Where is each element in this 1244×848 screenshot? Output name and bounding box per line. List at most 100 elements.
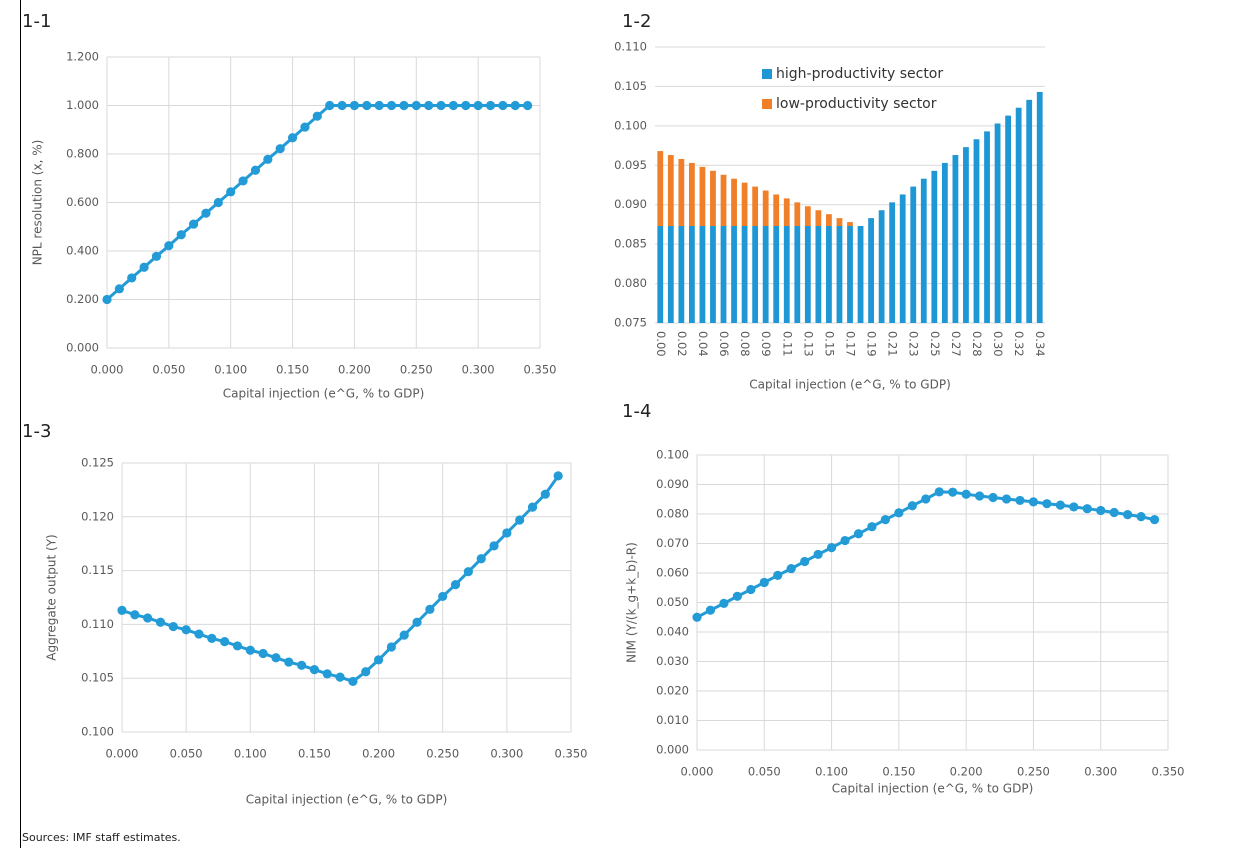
- bar-segment: [1015, 107, 1022, 323]
- data-point: [800, 556, 810, 567]
- x-tick-label: 0.04: [696, 331, 710, 357]
- bar-segment: [752, 226, 759, 323]
- y-tick-label: 0.400: [66, 244, 99, 258]
- x-tick-label: 0.27: [949, 331, 963, 357]
- bar-segment: [920, 178, 927, 323]
- data-point: [476, 554, 486, 564]
- x-tick-label: 0.28: [970, 331, 984, 357]
- bar-segment: [731, 226, 737, 323]
- data-point: [553, 471, 563, 481]
- y-tick-label: 0.100: [81, 725, 114, 739]
- x-tick-label: 0.200: [362, 747, 395, 761]
- bar-segment: [667, 155, 674, 227]
- bar-segment: [899, 194, 906, 323]
- x-tick-label: 0.00: [654, 331, 668, 357]
- data-point: [907, 501, 917, 511]
- legend-label: high-productivity sector: [776, 66, 943, 82]
- data-point: [412, 617, 422, 627]
- x-tick-label: 0.08: [738, 331, 752, 357]
- bar-segment: [973, 139, 980, 323]
- data-point: [692, 612, 702, 622]
- bar-segment: [804, 206, 811, 227]
- data-point: [411, 100, 421, 111]
- data-point: [934, 487, 944, 497]
- x-tick-label: 0.300: [462, 363, 495, 377]
- data-point: [263, 154, 273, 164]
- data-point: [373, 655, 384, 665]
- bar-segment: [910, 186, 917, 323]
- x-tick-label: 0.30: [991, 331, 1005, 357]
- data-point: [386, 642, 396, 652]
- y-tick-label: 0.020: [656, 684, 689, 698]
- bar-segment: [1005, 115, 1012, 323]
- data-point: [732, 591, 742, 601]
- data-point: [527, 502, 538, 512]
- x-tick-label: 0.150: [298, 747, 331, 761]
- data-point: [1136, 512, 1146, 522]
- data-point: [127, 273, 137, 283]
- y-tick-label: 0.105: [81, 671, 114, 685]
- data-point: [961, 489, 971, 499]
- y-tick-label: 0.040: [656, 625, 689, 639]
- data-point: [975, 491, 985, 501]
- x-tick-label: 0.19: [865, 331, 879, 357]
- data-point: [461, 100, 471, 111]
- y-tick-label: 0.090: [656, 477, 689, 491]
- data-point: [1042, 499, 1052, 509]
- data-point: [220, 637, 230, 647]
- data-point: [322, 669, 332, 679]
- data-point: [921, 494, 931, 504]
- data-point: [151, 251, 162, 261]
- data-point: [143, 613, 153, 623]
- data-point: [232, 641, 243, 651]
- source-note: Sources: IMF staff estimates.: [22, 831, 181, 844]
- data-point: [245, 645, 255, 655]
- data-point: [813, 549, 823, 560]
- y-tick-label: 0.120: [81, 509, 114, 523]
- x-tick-label: 0.150: [276, 363, 309, 377]
- x-tick-label: 0.150: [882, 765, 915, 779]
- data-point: [424, 100, 434, 111]
- data-point: [448, 100, 458, 111]
- bar-segment: [836, 226, 843, 323]
- data-point: [130, 610, 140, 620]
- bar-segment: [657, 151, 664, 227]
- data-point: [425, 604, 435, 614]
- y-tick-label: 0.600: [66, 195, 99, 209]
- y-tick-label: 0.000: [66, 341, 99, 355]
- data-point: [485, 100, 496, 111]
- bar-segment: [741, 182, 748, 227]
- y-tick-label: 0.105: [614, 79, 647, 93]
- bar-segment: [688, 162, 695, 227]
- x-tick-label: 0.13: [801, 331, 815, 357]
- data-point: [297, 660, 307, 670]
- y-tick-label: 0.090: [614, 197, 647, 211]
- bar-segment: [710, 226, 716, 323]
- bar-segment: [815, 226, 822, 323]
- bar-segment: [963, 147, 969, 323]
- bar-segment: [762, 226, 769, 323]
- x-tick-label: 0.09: [759, 331, 773, 357]
- y-tick-label: 0.070: [656, 536, 689, 550]
- data-point: [540, 489, 550, 499]
- bar-segment: [847, 226, 853, 323]
- data-point: [114, 284, 124, 294]
- data-point: [436, 100, 446, 111]
- y-tick-label: 0.110: [614, 40, 647, 54]
- x-tick-label: 0.000: [106, 747, 139, 761]
- data-point: [510, 100, 520, 111]
- data-point: [826, 543, 837, 553]
- bar-segment: [826, 226, 832, 323]
- bar-segment: [994, 123, 1001, 324]
- bar-segment: [783, 198, 790, 227]
- data-point: [719, 598, 729, 608]
- data-point: [271, 653, 281, 663]
- y-axis-title: NIM (Y/(k_g+k_b)-R): [625, 542, 639, 663]
- y-tick-label: 0.200: [66, 292, 99, 306]
- bar-segment: [688, 226, 695, 323]
- data-point: [361, 667, 371, 677]
- x-tick-label: 0.17: [844, 331, 858, 357]
- data-point: [325, 100, 335, 111]
- data-point: [117, 605, 127, 616]
